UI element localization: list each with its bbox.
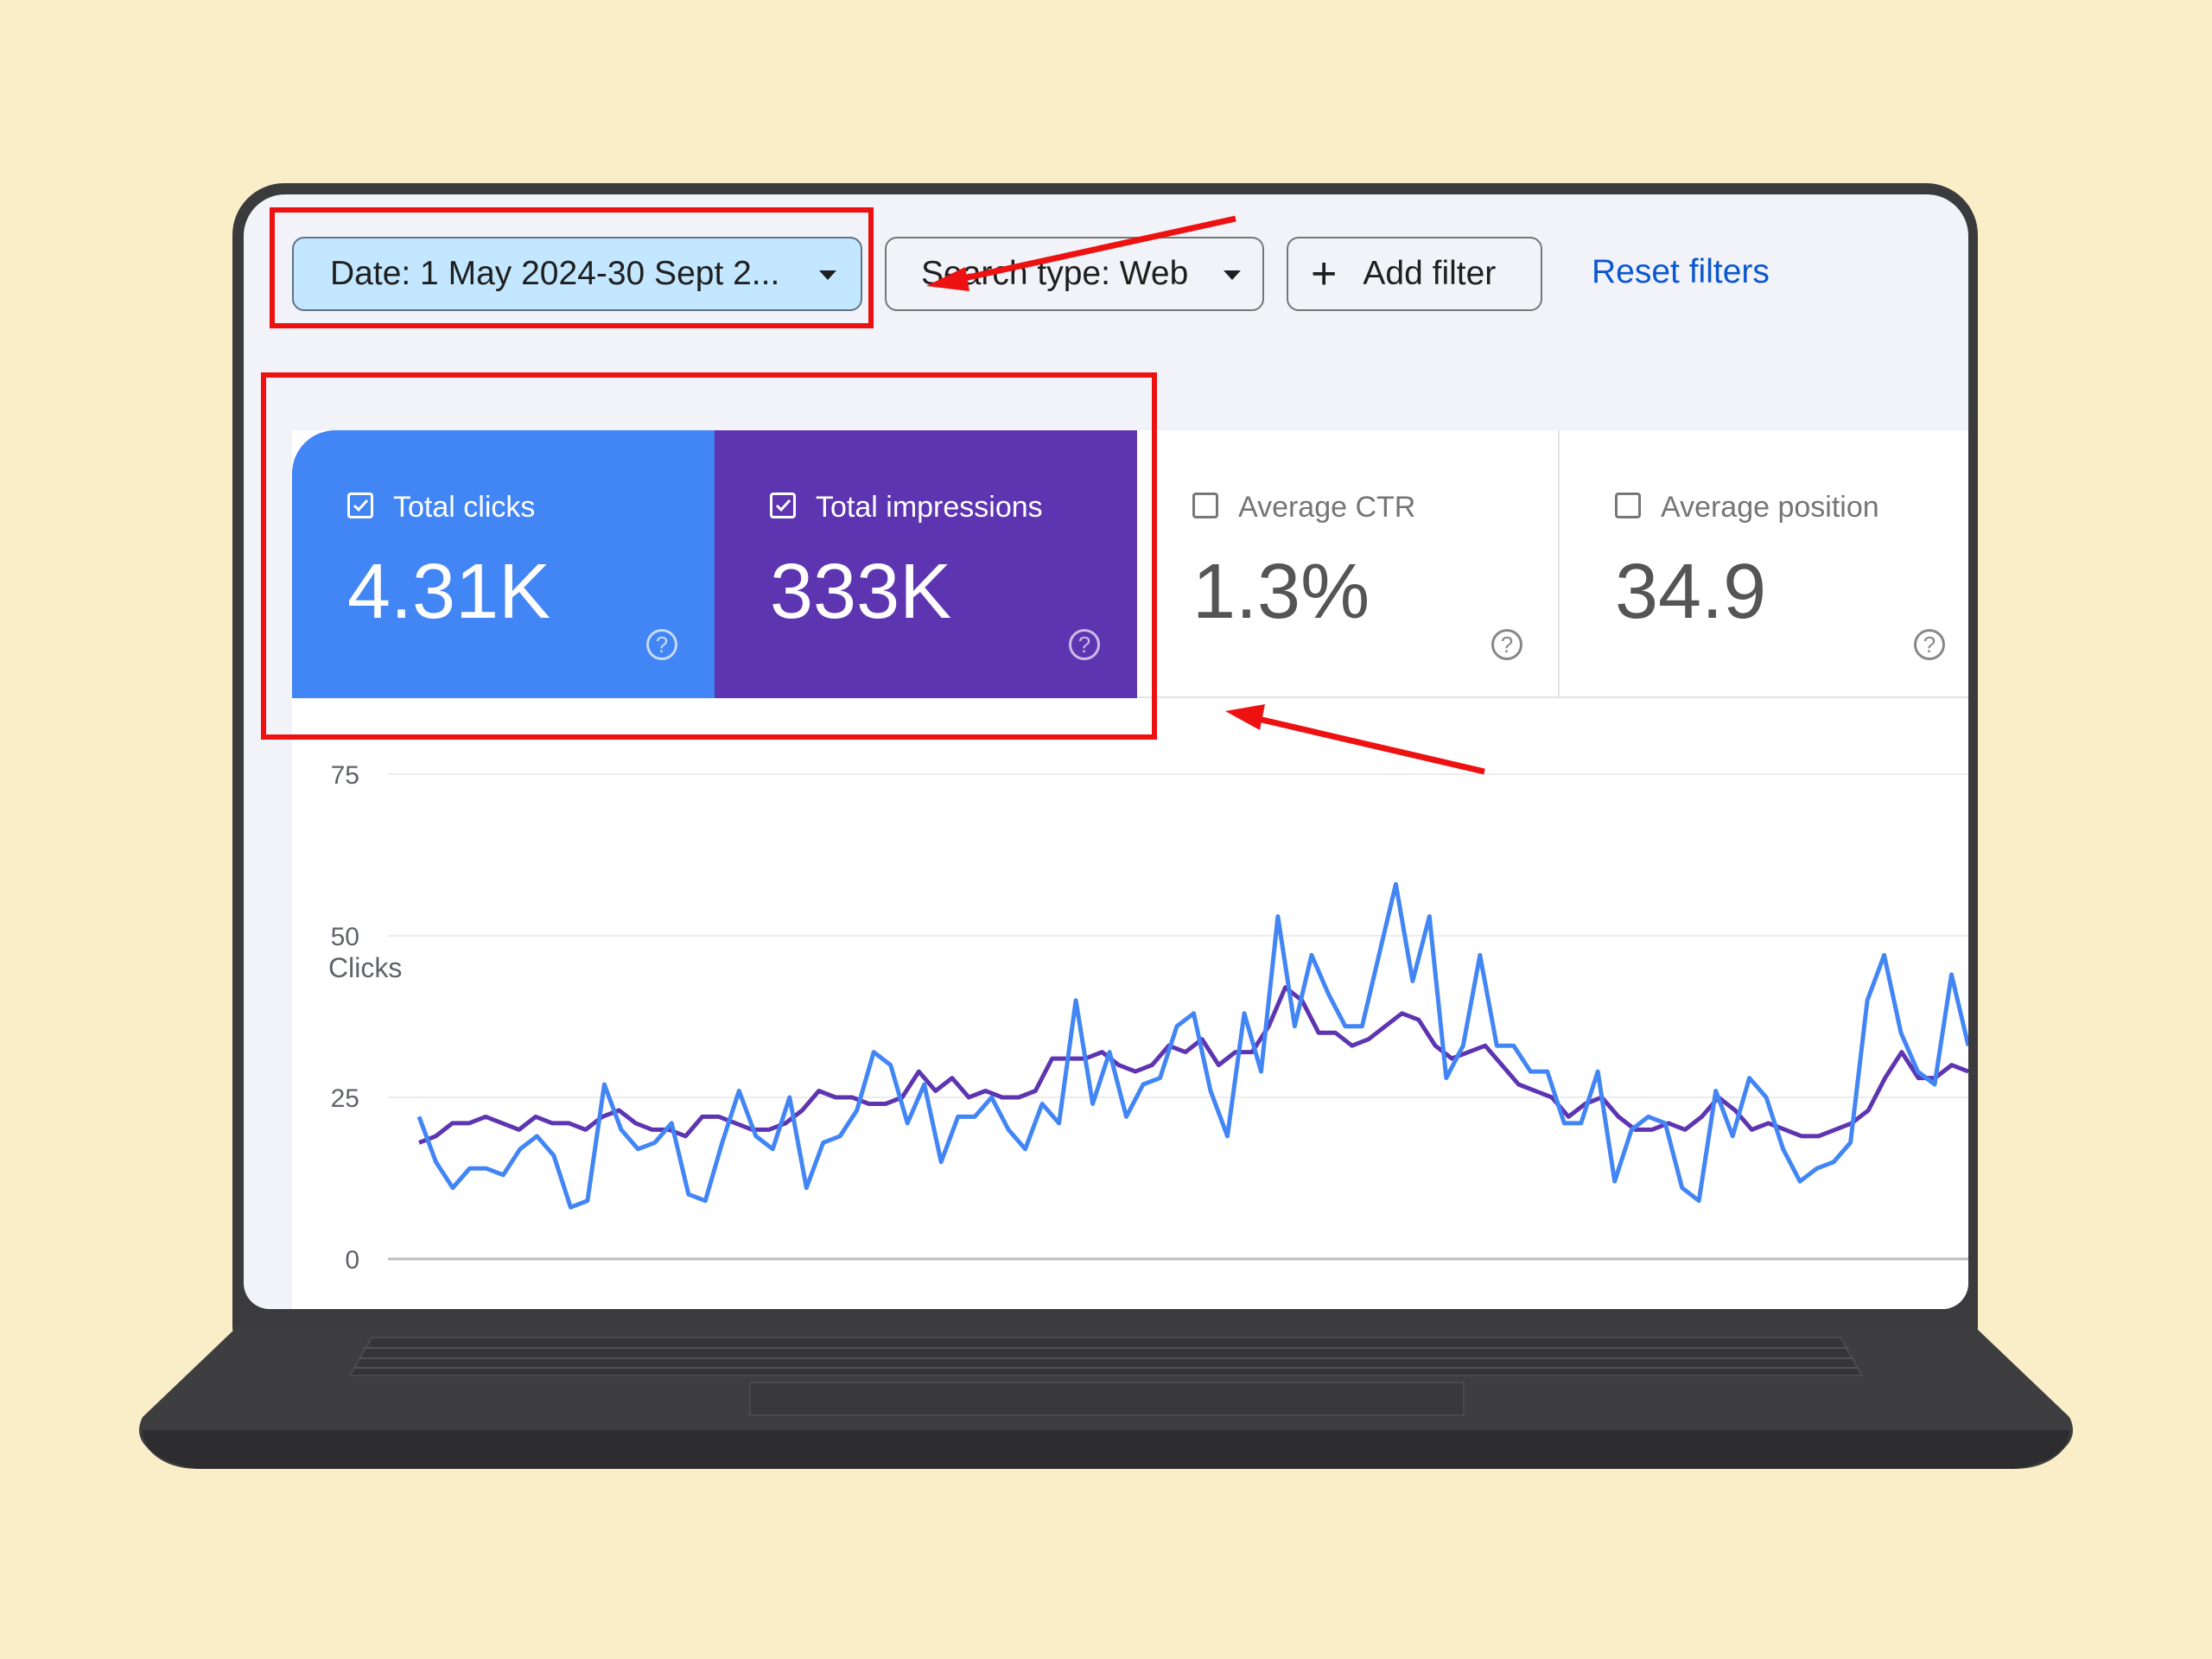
metric-card-total-impressions[interactable]: Total impressions 333K ? (715, 430, 1137, 698)
metric-label: Total impressions (816, 491, 1043, 524)
annotation-arrow-icon (1225, 704, 1485, 775)
help-icon[interactable]: ? (646, 629, 677, 660)
metric-value: 4.31K (347, 549, 551, 635)
metric-label: Average position (1661, 491, 1879, 524)
help-icon[interactable]: ? (1491, 629, 1522, 660)
impressions-series-line (418, 985, 1968, 1145)
annotation-box-metrics (261, 372, 1157, 740)
y-tick-label: 25 (331, 1084, 359, 1113)
y-tick-label: 50 (331, 923, 359, 951)
metric-label: Average CTR (1238, 491, 1416, 524)
trackpad (749, 1382, 1465, 1416)
reset-filters-link[interactable]: Reset filters (1592, 253, 1770, 290)
clicks-chart: Clicks 0 25 50 75 (328, 761, 1968, 1274)
help-icon[interactable]: ? (1069, 629, 1100, 660)
plus-icon: + (1311, 249, 1338, 299)
annotation-arrows (926, 215, 1485, 775)
metric-label: Total clicks (393, 491, 536, 524)
metric-value: 1.3% (1192, 549, 1370, 635)
add-filter-button[interactable]: + Add filter (1287, 237, 1542, 311)
metric-card-total-clicks[interactable]: Total clicks 4.31K ? (292, 430, 715, 698)
metric-card-average-position[interactable]: Average position 34.9 ? (1560, 430, 1968, 698)
screen: Date: 1 May 2024-30 Sept 2... Search typ… (244, 194, 1968, 1309)
metric-value: 333K (770, 549, 952, 635)
add-filter-label: Add filter (1363, 255, 1497, 292)
date-filter-chip[interactable]: Date: 1 May 2024-30 Sept 2... (292, 237, 862, 311)
clicks-series-line (416, 881, 1968, 1210)
checkbox-checked-icon[interactable] (770, 493, 796, 518)
help-icon[interactable]: ? (1914, 629, 1945, 660)
annotation-box-date (270, 207, 874, 328)
dropdown-caret-icon (1224, 270, 1241, 280)
date-filter-label: Date: 1 May 2024-30 Sept 2... (330, 255, 780, 292)
metric-value: 34.9 (1615, 549, 1767, 635)
y-axis-title: Clicks (328, 952, 402, 983)
checkbox-unchecked-icon[interactable] (1615, 493, 1641, 518)
y-tick-label: 75 (331, 761, 359, 790)
annotation-arrow-icon (926, 215, 1236, 291)
y-tick-label: 0 (345, 1246, 359, 1274)
checkbox-unchecked-icon[interactable] (1192, 493, 1218, 518)
checkbox-checked-icon[interactable] (347, 493, 373, 518)
dropdown-caret-icon (819, 270, 836, 280)
performance-panel: Total clicks 4.31K ? Total impressions 3… (292, 430, 1968, 1309)
keyboard (348, 1337, 1864, 1376)
metric-card-average-ctr[interactable]: Average CTR 1.3% ? (1137, 430, 1560, 698)
